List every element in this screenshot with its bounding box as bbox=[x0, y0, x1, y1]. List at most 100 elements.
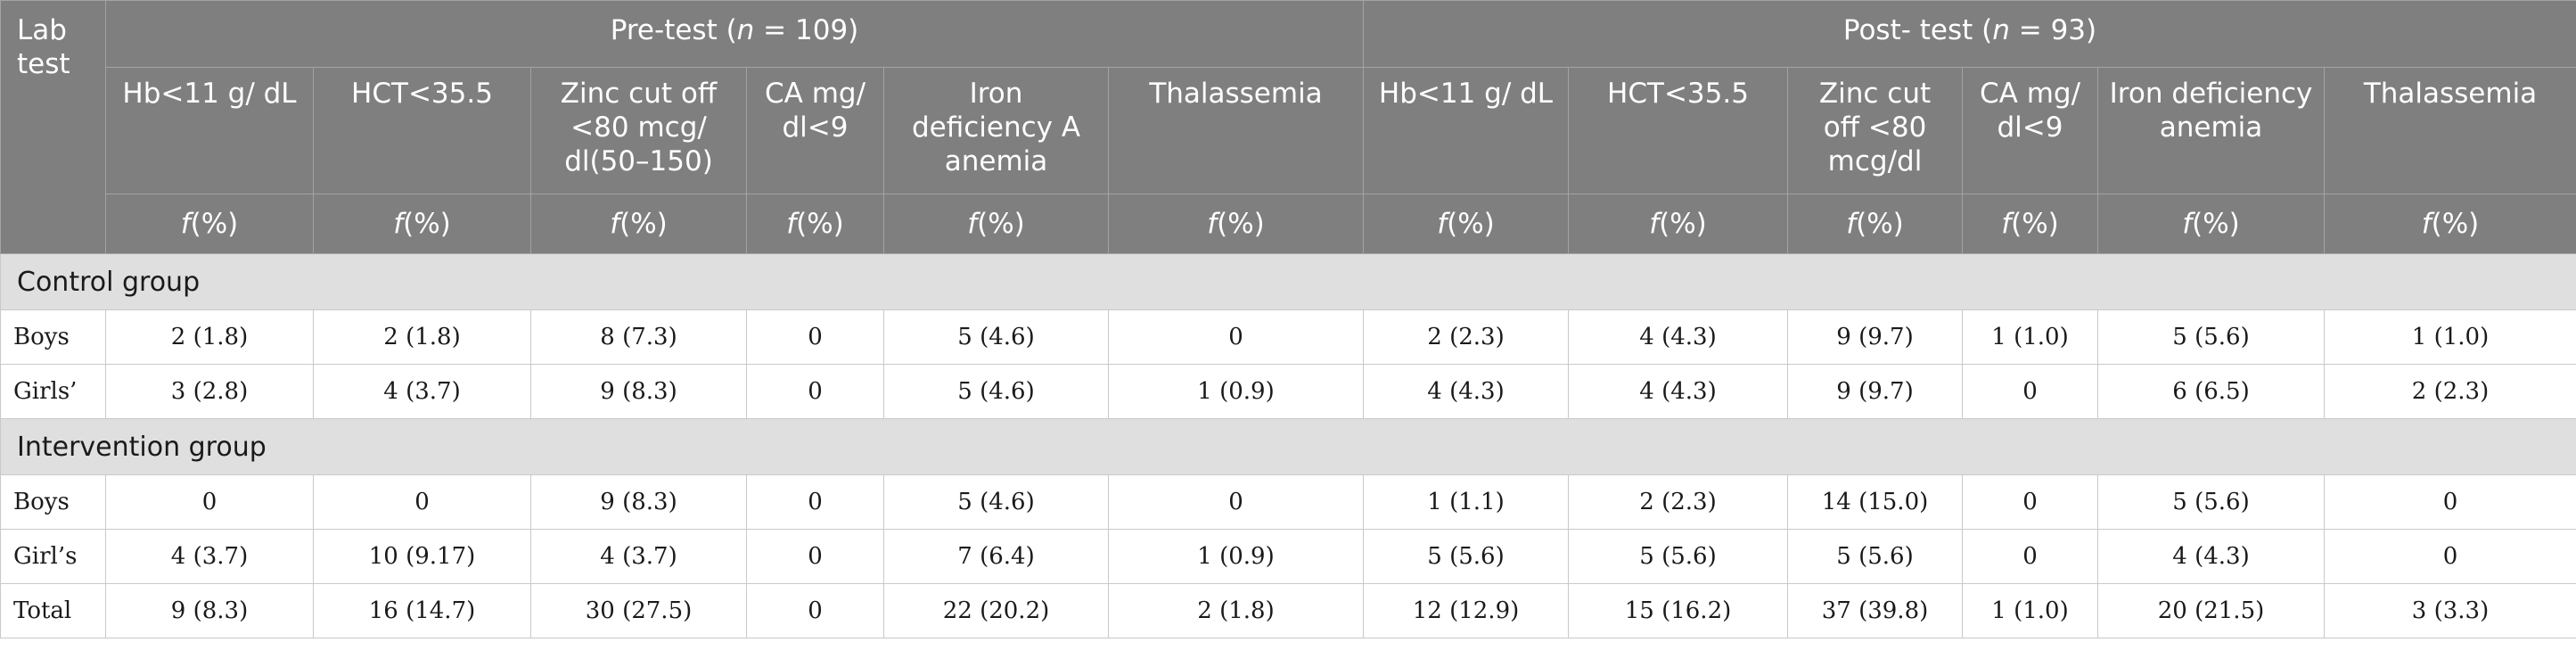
column-header: HCT<35.5 bbox=[313, 67, 531, 194]
section-title: Intervention group bbox=[0, 418, 2576, 475]
row-label: Girl’s bbox=[0, 529, 106, 584]
freq-header: f(%) bbox=[2324, 194, 2576, 254]
section-title: Control group bbox=[0, 253, 2576, 310]
table-cell: 2 (2.3) bbox=[1363, 309, 1569, 365]
table-cell: 16 (14.7) bbox=[313, 583, 531, 638]
table-cell: 0 bbox=[746, 364, 884, 419]
table-cell: 0 bbox=[1962, 364, 2098, 419]
table-cell: 5 (5.6) bbox=[1568, 529, 1788, 584]
column-header: CA mg/ dl<9 bbox=[1962, 67, 2098, 194]
freq-header: f(%) bbox=[1962, 194, 2098, 254]
table-cell: 9 (8.3) bbox=[530, 474, 747, 530]
table-cell: 15 (16.2) bbox=[1568, 583, 1788, 638]
table-cell: 2 (2.3) bbox=[1568, 474, 1788, 530]
corner-header: Lab test bbox=[0, 0, 106, 254]
table-cell: 5 (5.6) bbox=[2097, 309, 2325, 365]
freq-header: f(%) bbox=[1568, 194, 1788, 254]
table-cell: 1 (1.0) bbox=[1962, 309, 2098, 365]
column-header: Thalassemia bbox=[2324, 67, 2576, 194]
table-cell: 37 (39.8) bbox=[1787, 583, 1963, 638]
table-cell: 30 (27.5) bbox=[530, 583, 747, 638]
table-row: Girls’ 3 (2.8) 4 (3.7) 9 (8.3) 0 5 (4.6) 1 (0.… bbox=[0, 364, 2576, 419]
table-cell: 4 (3.7) bbox=[105, 529, 314, 584]
table-cell: 4 (3.7) bbox=[313, 364, 531, 419]
row-label: Girls’ bbox=[0, 364, 106, 419]
table-row: Girl’s 4 (3.7) 10 (9.17) 4 (3.7) 0 7 (6.4) 1 (… bbox=[0, 529, 2576, 584]
table-cell: 6 (6.5) bbox=[2097, 364, 2325, 419]
column-header: CA mg/ dl<9 bbox=[746, 67, 884, 194]
table-cell: 2 (2.3) bbox=[2324, 364, 2576, 419]
freq-header: f(%) bbox=[746, 194, 884, 254]
table-cell: 0 bbox=[313, 474, 531, 530]
table-cell: 0 bbox=[105, 474, 314, 530]
table-cell: 4 (4.3) bbox=[1568, 364, 1788, 419]
table-cell: 9 (9.7) bbox=[1787, 309, 1963, 365]
row-label: Boys bbox=[0, 309, 106, 365]
table-cell: 0 bbox=[1962, 529, 2098, 584]
table-cell: 0 bbox=[2324, 474, 2576, 530]
lab-test-table: Lab test Pre-test (n = 109) Post- test (… bbox=[0, 0, 2576, 638]
table-cell: 10 (9.17) bbox=[313, 529, 531, 584]
table-row: Boys 0 0 9 (8.3) 0 5 (4.6) 0 1 (1.1) 2 (2.3) 14 (… bbox=[0, 474, 2576, 530]
table-cell: 5 (4.6) bbox=[883, 309, 1109, 365]
freq-header: f(%) bbox=[1363, 194, 1569, 254]
table-cell: 20 (21.5) bbox=[2097, 583, 2325, 638]
column-header: Zinc cut off <80 mcg/ dl(50–150) bbox=[530, 67, 747, 194]
table-cell: 1 (1.1) bbox=[1363, 474, 1569, 530]
table-cell: 4 (3.7) bbox=[530, 529, 747, 584]
freq-header: f(%) bbox=[530, 194, 747, 254]
row-label: Boys bbox=[0, 474, 106, 530]
row-label: Total bbox=[0, 583, 106, 638]
table-cell: 4 (4.3) bbox=[2097, 529, 2325, 584]
table-cell: 14 (15.0) bbox=[1787, 474, 1963, 530]
table-cell: 1 (0.9) bbox=[1108, 529, 1364, 584]
freq-header: f(%) bbox=[105, 194, 314, 254]
table-cell: 5 (5.6) bbox=[1787, 529, 1963, 584]
table-cell: 22 (20.2) bbox=[883, 583, 1109, 638]
table-cell: 0 bbox=[1962, 474, 2098, 530]
table-cell: 3 (3.3) bbox=[2324, 583, 2576, 638]
table-cell: 0 bbox=[2324, 529, 2576, 584]
column-header: Zinc cut off <80 mcg/dl bbox=[1787, 67, 1963, 194]
table-cell: 5 (5.6) bbox=[2097, 474, 2325, 530]
table-cell: 3 (2.8) bbox=[105, 364, 314, 419]
freq-header: f(%) bbox=[883, 194, 1109, 254]
freq-header: f(%) bbox=[1787, 194, 1963, 254]
table-cell: 5 (5.6) bbox=[1363, 529, 1569, 584]
post-test-header: Post- test (n = 93) bbox=[1363, 0, 2576, 68]
column-header: HCT<35.5 bbox=[1568, 67, 1788, 194]
table-cell: 8 (7.3) bbox=[530, 309, 747, 365]
table-cell: 9 (9.7) bbox=[1787, 364, 1963, 419]
table-cell: 0 bbox=[746, 474, 884, 530]
table-cell: 9 (8.3) bbox=[530, 364, 747, 419]
freq-header: f(%) bbox=[313, 194, 531, 254]
table-cell: 0 bbox=[746, 529, 884, 584]
table-cell: 0 bbox=[746, 583, 884, 638]
freq-header: f(%) bbox=[1108, 194, 1364, 254]
table-cell: 1 (1.0) bbox=[2324, 309, 2576, 365]
table-cell: 1 (0.9) bbox=[1108, 364, 1364, 419]
column-header: Iron deficiency A anemia bbox=[883, 67, 1109, 194]
table-cell: 9 (8.3) bbox=[105, 583, 314, 638]
table-cell: 1 (1.0) bbox=[1962, 583, 2098, 638]
table-cell: 0 bbox=[746, 309, 884, 365]
column-header: Thalassemia bbox=[1108, 67, 1364, 194]
table-cell: 4 (4.3) bbox=[1568, 309, 1788, 365]
table-row: Boys 2 (1.8) 2 (1.8) 8 (7.3) 0 5 (4.6) 0 2 (2.3… bbox=[0, 309, 2576, 365]
table-cell: 0 bbox=[1108, 309, 1364, 365]
pre-test-header: Pre-test (n = 109) bbox=[105, 0, 1364, 68]
freq-header: f(%) bbox=[2097, 194, 2325, 254]
table-cell: 4 (4.3) bbox=[1363, 364, 1569, 419]
column-header: Hb<11 g/ dL bbox=[1363, 67, 1569, 194]
table-row: Total 9 (8.3) 16 (14.7) 30 (27.5) 0 22 (20.2)… bbox=[0, 583, 2576, 638]
column-header: Iron deficiency anemia bbox=[2097, 67, 2325, 194]
table-cell: 0 bbox=[1108, 474, 1364, 530]
table-cell: 5 (4.6) bbox=[883, 364, 1109, 419]
table-cell: 2 (1.8) bbox=[105, 309, 314, 365]
table-cell: 2 (1.8) bbox=[313, 309, 531, 365]
table-cell: 5 (4.6) bbox=[883, 474, 1109, 530]
table-cell: 2 (1.8) bbox=[1108, 583, 1364, 638]
column-header: Hb<11 g/ dL bbox=[105, 67, 314, 194]
table-cell: 12 (12.9) bbox=[1363, 583, 1569, 638]
table-cell: 7 (6.4) bbox=[883, 529, 1109, 584]
